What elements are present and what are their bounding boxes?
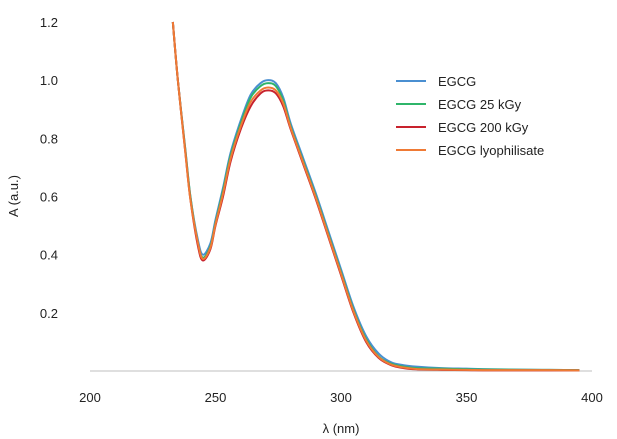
y-axis-label: A (a.u.) [6, 175, 21, 217]
series-line-3 [171, 21, 580, 372]
y-tick-label: 1.0 [40, 73, 58, 88]
y-tick-label: 1.2 [40, 15, 58, 30]
series-lines [171, 21, 580, 372]
plot-area: 200 250 300 350 400 0.2 0.4 0.6 0.8 1.0 1.2 [40, 15, 603, 405]
y-tick-labels: 0.2 0.4 0.6 0.8 1.0 1.2 [40, 15, 58, 321]
legend-label: EGCG 25 kGy [438, 97, 522, 112]
x-tick-labels: 200 250 300 350 400 [79, 390, 603, 405]
y-tick-label: 0.4 [40, 248, 58, 263]
y-tick-label: 0.2 [40, 306, 58, 321]
y-tick-label: 0.6 [40, 190, 58, 205]
x-tick-label: 350 [456, 390, 478, 405]
x-tick-label: 300 [330, 390, 352, 405]
legend-label: EGCG 200 kGy [438, 120, 529, 135]
legend-label: EGCG [438, 74, 476, 89]
series-line-4 [171, 21, 580, 372]
legend: EGCG EGCG 25 kGy EGCG 200 kGy EGCG lyophili… [396, 74, 544, 158]
x-tick-label: 400 [581, 390, 603, 405]
x-tick-label: 250 [205, 390, 227, 405]
x-tick-label: 200 [79, 390, 101, 405]
x-axis-label: λ (nm) [323, 421, 360, 436]
series-line-1 [171, 21, 580, 372]
y-tick-label: 0.8 [40, 131, 58, 146]
series-line-2 [171, 21, 580, 372]
legend-label: EGCG lyophilisate [438, 143, 544, 158]
